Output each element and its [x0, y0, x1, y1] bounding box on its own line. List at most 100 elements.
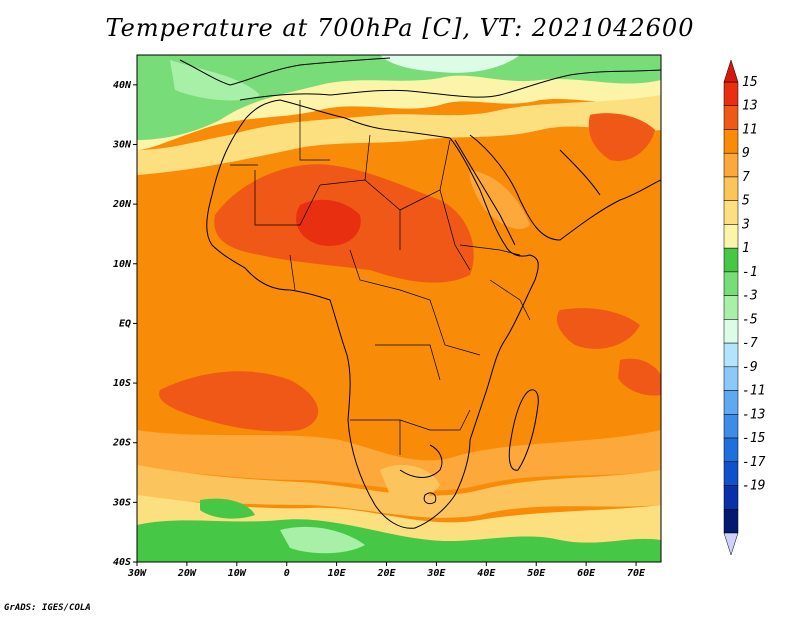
colorbar-swatch [723, 461, 739, 486]
colorbar-swatch [723, 509, 739, 534]
med-coastline [239, 69, 661, 101]
colorbar-swatch [723, 224, 739, 249]
field-north-green [137, 55, 661, 140]
lat-tick-label: 30N [112, 139, 132, 150]
lat-tick-label: 40S [113, 557, 131, 568]
field-north-yellow [137, 95, 661, 175]
field-south-palegreen [280, 526, 365, 554]
colorbar-label: 1 [742, 241, 750, 256]
colorbar-swatch [723, 390, 739, 415]
lat-axis: 40N 30N 20N 10N EQ 10S 20S 30S 40S [112, 80, 137, 568]
country-borders [230, 100, 531, 455]
border-8 [375, 344, 441, 381]
colorbar: 15 13 11 9 7 5 3 1 -1 -3 -5 -7 -9 -11 -13 -15 -17 -19 [723, 59, 766, 556]
southafrica-border [399, 444, 443, 478]
border-5 [439, 189, 471, 271]
field-indian-hot [556, 308, 640, 349]
field-south-amber [137, 465, 661, 518]
border-10 [399, 409, 471, 431]
field-arabia-yellow [469, 170, 530, 230]
colorbar-label: -13 [742, 407, 765, 422]
colorbar-label: -7 [742, 336, 758, 351]
colorbar-swatch [723, 319, 739, 344]
field-med-cyan [380, 55, 520, 73]
lesotho-border [423, 492, 437, 505]
border-1 [254, 170, 321, 226]
redsea-coastline [454, 139, 516, 246]
africa-coastline [206, 99, 539, 529]
border-7 [399, 289, 481, 356]
field-north-pale [170, 60, 260, 101]
border-14 [459, 244, 521, 256]
europe-coastline [179, 57, 391, 86]
lon-axis: 30W 20W 10W 0 10E 20E 30E 40E 50E 60E 70E [127, 562, 646, 579]
colorbar-label: 9 [742, 146, 750, 161]
field-atlantic-hot [159, 371, 319, 432]
lat-tick-label: 10S [113, 378, 131, 389]
colorbar-swatch [723, 437, 739, 463]
field-indian-hot-2 [618, 358, 661, 396]
lon-tick-label: 30E [426, 568, 446, 579]
lat-tick-label: 10N [113, 259, 132, 270]
field-south-green-2 [200, 498, 255, 519]
coastlines [179, 57, 661, 529]
chart-title: Temperature at 700hPa [C], VT: 202104260… [105, 14, 695, 42]
colorbar-label: 15 [742, 75, 758, 90]
lon-tick-label: 50E [527, 568, 546, 579]
colorbar-label: -17 [742, 455, 766, 470]
lon-tick-label: 70E [627, 568, 646, 579]
colorbar-label: 13 [742, 99, 758, 114]
colorbar-swatch [723, 414, 739, 439]
lon-tick-label: 10E [328, 568, 347, 579]
arabia-coastline [469, 134, 661, 241]
lon-tick-label: 40E [477, 568, 496, 579]
temperature-field [137, 55, 661, 562]
colorbar-label: -19 [742, 479, 765, 494]
colorbar-label: -11 [742, 384, 765, 399]
colorbar-label: -3 [742, 289, 758, 304]
lon-tick-label: 30W [127, 568, 147, 579]
colorbar-swatch [723, 81, 739, 106]
lat-tick-label: 20N [112, 199, 132, 210]
border-13 [289, 254, 296, 291]
border-6 [349, 249, 401, 291]
lon-tick-label: 20W [177, 568, 197, 579]
lat-tick-label: 30S [112, 497, 131, 508]
gulf-coastline [559, 149, 601, 196]
colorbar-swatch [723, 152, 739, 178]
lat-tick-label: 40N [113, 80, 132, 91]
colorbar-swatch [723, 176, 739, 201]
lon-tick-label: 0 [284, 568, 290, 579]
colorbar-swatch [723, 295, 739, 320]
lat-tick-label: 20S [112, 438, 131, 449]
colorbar-swatch [723, 200, 739, 225]
colorbar-swatch [723, 105, 739, 130]
lon-tick-label: 20E [376, 568, 396, 579]
colorbar-top-arrow [723, 59, 739, 83]
colorbar-bottom-arrow [723, 532, 739, 556]
border-11 [299, 100, 330, 161]
madagascar-coastline [508, 389, 539, 471]
colorbar-label: 5 [742, 194, 750, 209]
colorbar-label: 7 [742, 170, 750, 185]
map-frame [136, 54, 662, 563]
colorbar-swatch [723, 129, 739, 154]
colorbar-swatch [723, 366, 739, 391]
field-south-green [137, 519, 661, 562]
colorbar-label: -1 [742, 265, 758, 280]
field-sahel-core [296, 199, 361, 246]
border-15 [489, 279, 531, 321]
colorbar-label: 11 [742, 122, 758, 137]
lat-tick-label: EQ [119, 318, 131, 329]
lon-tick-label: 60E [577, 568, 596, 579]
credit-text: GrADS: IGES/COLA [4, 603, 91, 613]
colorbar-swatch [723, 271, 739, 296]
colorbar-label: -9 [742, 360, 758, 375]
lon-tick-label: 10W [228, 568, 247, 579]
colorbar-swatch [723, 485, 739, 510]
border-2 [319, 179, 401, 250]
colorbar-label: -5 [742, 312, 758, 327]
border-3 [364, 134, 371, 181]
field-mideast-hot [588, 113, 655, 161]
